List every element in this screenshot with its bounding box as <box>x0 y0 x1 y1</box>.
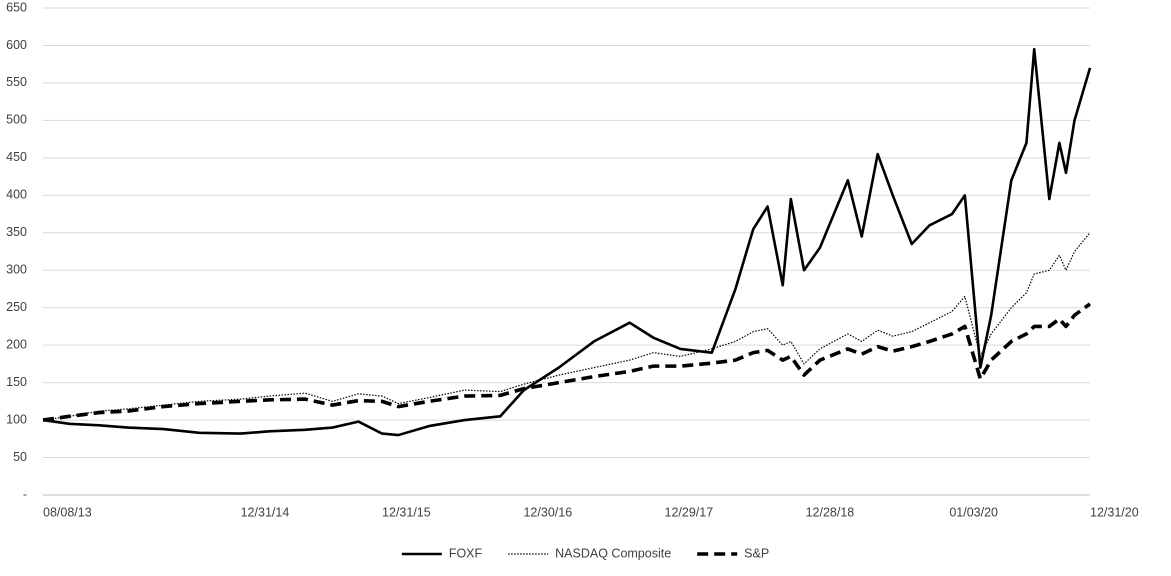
legend-label: S&P <box>744 546 769 560</box>
y-tick-label: 500 <box>6 113 27 127</box>
series-line <box>42 302 1092 422</box>
x-tick-label: 12/30/16 <box>523 505 572 519</box>
y-tick-label: - <box>23 487 27 501</box>
y-tick-label: 100 <box>6 412 27 426</box>
legend-label: FOXF <box>449 546 483 560</box>
y-tick-label: 300 <box>6 263 27 277</box>
x-tick-label: 01/03/20 <box>949 505 998 519</box>
series-line <box>42 47 1092 437</box>
y-tick-label: 450 <box>6 150 27 164</box>
y-tick-label: 650 <box>6 0 27 14</box>
y-tick-label: 600 <box>6 38 27 52</box>
x-tick-label: 12/31/14 <box>241 505 290 519</box>
legend-label: NASDAQ Composite <box>555 546 671 560</box>
y-tick-label: 50 <box>13 450 27 464</box>
y-tick-label: 550 <box>6 75 27 89</box>
series-line <box>42 232 1091 421</box>
x-tick-label: 08/08/13 <box>43 505 92 519</box>
y-tick-label: 350 <box>6 225 27 239</box>
legend: FOXF NASDAQ Composite S&P <box>401 546 769 560</box>
y-tick-label: 150 <box>6 375 27 389</box>
x-tick-label: 12/31/20 <box>1090 505 1139 519</box>
y-tick-label: 200 <box>6 337 27 351</box>
y-tick-label: 400 <box>6 188 27 202</box>
x-tick-label: 12/29/17 <box>665 505 714 519</box>
y-tick-label: 250 <box>6 300 27 314</box>
x-tick-label: 12/28/18 <box>806 505 855 519</box>
x-tick-label: 12/31/15 <box>382 505 431 519</box>
